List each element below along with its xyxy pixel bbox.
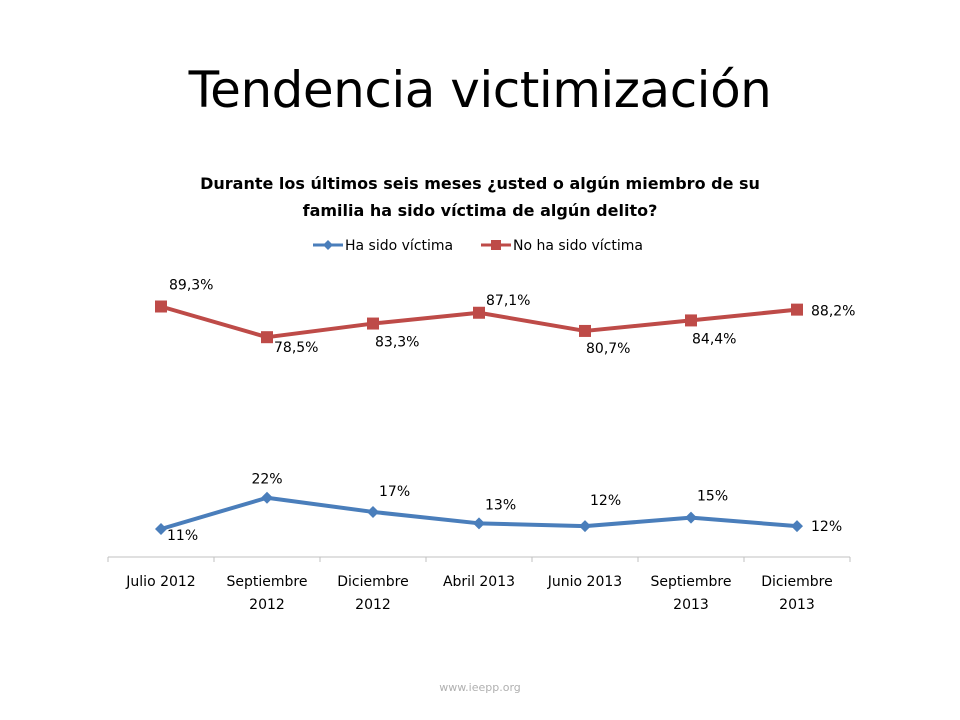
legend-label: Ha sido víctima <box>345 238 453 254</box>
data-label: 80,7% <box>586 341 630 357</box>
data-label: 87,1% <box>486 293 530 309</box>
chart-legend: Ha sido víctima No ha sido víctima <box>313 238 643 254</box>
legend-marker-diamond <box>323 240 333 250</box>
data-point-square <box>155 300 167 313</box>
x-tick-label: Diciembre <box>761 574 832 590</box>
data-label: 11% <box>167 528 198 544</box>
data-point-square <box>367 317 379 330</box>
x-tick-label: Septiembre <box>227 574 308 590</box>
legend-marker-square <box>491 240 501 250</box>
data-point-diamond <box>261 491 273 504</box>
data-point-square <box>261 331 273 344</box>
x-tick-label: 2012 <box>249 597 285 613</box>
data-point-square <box>579 324 591 337</box>
data-point-square <box>685 314 697 327</box>
data-label: 78,5% <box>274 340 318 356</box>
x-tick-label: Julio 2012 <box>125 574 195 590</box>
x-tick-label: Abril 2013 <box>443 574 515 590</box>
x-tick-label: Diciembre <box>337 574 408 590</box>
data-label: 13% <box>485 497 516 513</box>
x-tick-label: 2012 <box>355 597 391 613</box>
data-label: 22% <box>251 472 282 488</box>
data-label-layer: 11% 22% 17% 13% 12% 15% 12% 89,3% 78,5% 83,3% 87,1… <box>167 278 855 545</box>
data-point-square <box>791 303 803 316</box>
data-point-square <box>473 306 485 319</box>
data-label: 88,2% <box>811 304 855 320</box>
x-tick-label: Septiembre <box>651 574 732 590</box>
data-point-diamond <box>685 511 697 524</box>
series-layer <box>155 300 803 535</box>
legend-label: No ha sido víctima <box>513 238 643 254</box>
data-label: 83,3% <box>375 335 419 351</box>
data-label: 12% <box>811 519 842 535</box>
footer-url: www.ieepp.org <box>439 681 521 694</box>
slide-title: Tendencia victimización <box>188 61 772 119</box>
data-label: 12% <box>590 493 621 509</box>
data-label: 17% <box>379 484 410 500</box>
x-tick-label: Junio 2013 <box>547 574 622 590</box>
data-label: 15% <box>697 489 728 505</box>
data-point-diamond <box>473 517 485 530</box>
chart-title-line-1: Durante los últimos seis meses ¿usted o … <box>200 174 760 193</box>
x-tick-label: 2013 <box>673 597 709 613</box>
x-tick-label: 2013 <box>779 597 815 613</box>
data-point-diamond <box>791 520 803 533</box>
data-label: 89,3% <box>169 278 213 294</box>
x-axis-tick-labels: Julio 2012 Septiembre 2012 Diciembre 2012 Abr… <box>107 557 851 613</box>
data-point-diamond <box>155 523 167 535</box>
data-point-diamond <box>367 505 379 518</box>
data-point-diamond <box>579 520 591 533</box>
chart-title-line-2: familia ha sido víctima de algún delito? <box>303 201 658 220</box>
data-label: 84,4% <box>692 331 736 347</box>
